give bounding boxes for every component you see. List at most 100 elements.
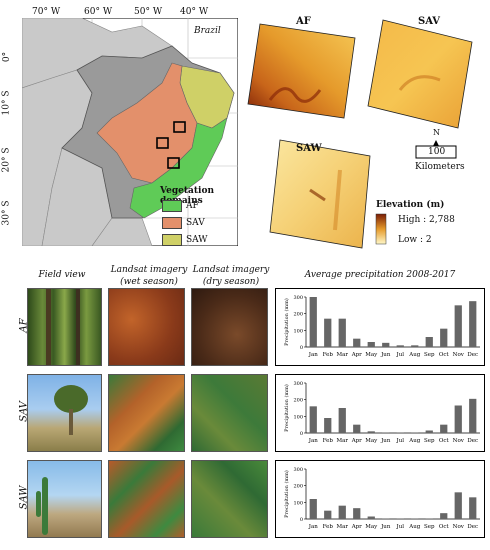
precip-chart-saw: 0 100 200 300 Precipitation (mm) Jan Feb Mar Apr… xyxy=(275,460,485,538)
y-tick-label: 200 xyxy=(293,312,303,318)
bar xyxy=(454,305,462,347)
lon-label: 60° W xyxy=(84,7,113,17)
bar xyxy=(454,492,462,519)
lon-label: 50° W xyxy=(134,7,163,17)
x-tick-label: Aug xyxy=(408,524,421,530)
bar xyxy=(338,505,346,519)
legend-label: SAV xyxy=(186,218,205,228)
bar xyxy=(396,345,404,347)
x-tick-label: Dec xyxy=(467,438,478,444)
y-axis-label: Precipitation (mm) xyxy=(283,470,290,518)
country-label: Brazil xyxy=(194,26,221,36)
bar xyxy=(367,431,375,433)
x-tick-label: Feb xyxy=(323,352,334,358)
x-tick-label: Aug xyxy=(408,438,421,444)
bar xyxy=(353,508,361,519)
elevation-legend-title: Elevation (m) xyxy=(376,200,445,210)
y-axis-label: Precipitation (mm) xyxy=(283,384,290,432)
bar xyxy=(440,328,448,347)
y-tick-label: 0 xyxy=(300,431,303,437)
lat-label: 30° S xyxy=(1,200,12,226)
field-photo-saw xyxy=(27,460,102,538)
bar xyxy=(324,510,332,519)
bar xyxy=(440,424,448,433)
elev-panel-label-af: AF xyxy=(296,16,311,27)
bar xyxy=(324,418,332,433)
legend-swatch-saw xyxy=(162,234,182,246)
x-tick-label: Dec xyxy=(467,352,478,358)
scale-unit: Kilometers xyxy=(415,162,465,172)
bar xyxy=(411,345,419,347)
legend-label: AF xyxy=(186,201,199,211)
bar xyxy=(367,342,375,347)
field-photo-af xyxy=(27,288,102,366)
x-tick-label: May xyxy=(365,438,378,444)
lat-label: 10° S xyxy=(1,90,12,116)
x-tick-label: Dec xyxy=(467,524,478,530)
x-tick-label: Oct xyxy=(439,352,450,358)
x-tick-label: Jun xyxy=(380,524,391,530)
y-tick-label: 100 xyxy=(293,328,303,334)
field-photo-sav xyxy=(27,374,102,452)
bar xyxy=(469,497,477,519)
x-tick-label: Jul xyxy=(395,524,404,530)
elev-panel-label-saw: SAW xyxy=(296,143,322,154)
y-tick-label: 200 xyxy=(293,484,303,490)
lon-label: 70° W xyxy=(32,7,61,17)
bar xyxy=(309,297,317,347)
y-tick-label: 0 xyxy=(300,345,303,351)
x-tick-label: Nov xyxy=(453,524,465,530)
y-tick-label: 100 xyxy=(293,500,303,506)
x-tick-label: Jul xyxy=(395,438,404,444)
bar xyxy=(469,398,477,433)
bar xyxy=(469,301,477,347)
elev-panel-label-sav: SAV xyxy=(418,16,441,27)
study-area-map: 70° W 60° W 50° W 40° W 0° 10° S 20° S 3… xyxy=(0,0,240,250)
x-tick-label: Jan xyxy=(308,524,318,530)
x-tick-label: Sep xyxy=(424,438,435,444)
bar xyxy=(338,318,346,347)
header-wet: Landsat imagery (wet season) xyxy=(110,265,188,287)
x-tick-label: Jun xyxy=(380,352,391,358)
precip-chart-af: 0 100 200 300 Precipitation (mm) Jan Feb Mar Apr… xyxy=(275,288,485,366)
x-tick-label: Mar xyxy=(336,352,348,358)
x-tick-label: Nov xyxy=(453,352,465,358)
x-tick-label: Feb xyxy=(323,524,334,530)
y-tick-label: 300 xyxy=(293,381,303,387)
y-tick-label: 300 xyxy=(293,467,303,473)
x-tick-label: Jul xyxy=(395,352,404,358)
landsat-dry-af xyxy=(191,288,268,366)
x-tick-label: Sep xyxy=(424,352,435,358)
x-tick-label: Aug xyxy=(408,352,421,358)
lat-label: 0° xyxy=(2,51,13,63)
x-tick-label: Mar xyxy=(336,438,348,444)
elevation-panels xyxy=(247,19,473,249)
x-tick-label: Apr xyxy=(351,524,362,530)
bar xyxy=(440,513,448,519)
bar xyxy=(353,424,361,433)
bar xyxy=(324,318,332,347)
legend-swatch-sav xyxy=(162,217,182,229)
landsat-wet-saw xyxy=(108,460,185,538)
x-tick-label: Jun xyxy=(380,438,391,444)
lon-label: 40° W xyxy=(180,7,209,17)
landsat-dry-sav xyxy=(191,374,268,452)
legend-swatch-af xyxy=(162,200,182,212)
scale-value: 100 xyxy=(428,147,446,157)
x-tick-label: May xyxy=(365,524,378,530)
bar xyxy=(425,337,433,347)
elevation-high-label: High : 2,788 xyxy=(398,215,455,225)
header-precip: Average precipitation 2008-2017 xyxy=(304,270,456,280)
x-tick-label: Feb xyxy=(323,438,334,444)
y-tick-label: 300 xyxy=(293,295,303,301)
bar xyxy=(454,405,462,433)
elevation-low-label: Low : 2 xyxy=(398,235,432,245)
landsat-wet-sav xyxy=(108,374,185,452)
y-tick-label: 0 xyxy=(300,517,303,523)
map-frame xyxy=(22,18,238,246)
lat-label: 20° S xyxy=(1,147,12,173)
header-dry: Landsat imagery (dry season) xyxy=(192,265,270,287)
